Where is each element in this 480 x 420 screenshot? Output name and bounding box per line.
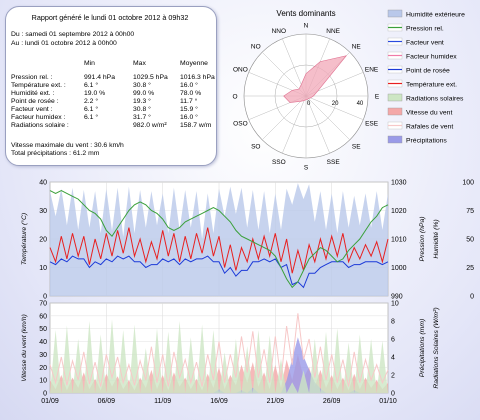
rose-direction-label: E: [375, 94, 380, 101]
report-row-avg: 1016.3 hPa: [180, 74, 215, 81]
legend-label: Vitesse du vent: [406, 110, 452, 117]
legend-label: Radiations solaires: [406, 96, 464, 103]
report-row-max: 30.8 °: [133, 105, 151, 113]
rose-spoke: [305, 95, 330, 154]
wind-rose-labels: N NNE NE ENE E ESE SE SSE S SSO SO OSO O ONO NO NNO 0 20 4…: [232, 23, 379, 171]
rose-direction-label: SSO: [272, 159, 286, 166]
rose-spoke: [305, 95, 351, 141]
report-row-max: 99.0 %: [133, 90, 154, 97]
rose-spoke: [282, 95, 307, 154]
legend-label: Humidité extérieure: [406, 12, 465, 19]
report-row-label: Facteur humidex :: [11, 114, 66, 121]
report-row-avg: 158.7 w/m: [180, 122, 212, 129]
legend-item: Vitesse du vent: [387, 107, 452, 117]
rose-spoke: [261, 51, 307, 97]
legend-item: Rafales de vent: [387, 121, 453, 131]
rose-radial-tick: 40: [357, 101, 364, 107]
report-col-avg: Moyenne: [180, 60, 208, 67]
legend-item: Humidité extérieure: [387, 9, 465, 19]
legend-item: Pression rel.: [387, 23, 444, 33]
legend-item: Facteur vent: [387, 37, 444, 47]
report-row-max: 31.7 °: [133, 113, 151, 121]
legend-label: Facteur humidex: [406, 54, 457, 61]
rose-direction-label: NE: [352, 43, 362, 50]
report-total-precip: Total précipitations : 61.2 mm: [11, 150, 100, 157]
legend-label: Pression rel.: [406, 26, 444, 33]
legend-swatch: [387, 93, 403, 102]
report-row-min: 6.1 °: [84, 113, 98, 121]
legend-item: Température ext.: [387, 79, 457, 89]
report-panel: Rapport généré le lundi 01 octobre 2012 …: [5, 6, 217, 166]
report-period-from: Du : samedi 01 septembre 2012 à 00h00: [11, 31, 134, 38]
legend-item: Radiations solaires: [387, 93, 464, 103]
report-col-min: Min: [84, 60, 95, 67]
legend-item: Facteur humidex: [387, 51, 457, 61]
report-row-label: Point de rosée :: [11, 98, 59, 105]
report-row-label: Température ext. :: [11, 82, 66, 89]
report-row-min: 991.4 hPa: [84, 74, 115, 81]
legend-item: Point de rosée: [387, 65, 450, 75]
report-row-avg: 11.7 °: [180, 97, 198, 105]
wind-rose-shape: [283, 55, 348, 103]
wind-rose-title: Vents dominants: [276, 9, 335, 18]
rose-direction-label: ONO: [233, 66, 248, 73]
rose-radial-tick: 0: [307, 101, 311, 107]
report-row-max: 1029.5 hPa: [133, 74, 168, 81]
legend-swatch: [387, 9, 403, 18]
report-row-label: Facteur vent :: [11, 106, 53, 113]
report-row-label: Pression rel. :: [11, 74, 53, 81]
report-rows: Pression rel. : 991.4 hPa 1029.5 hPa 101…: [11, 74, 215, 129]
report-row-min: 19.0 %: [84, 90, 105, 97]
rose-direction-label: SO: [251, 144, 260, 151]
report-row-avg: 16.0 °: [180, 113, 198, 121]
rose-spoke: [261, 95, 307, 141]
report-period-to: Au : lundi 01 octobre 2012 à 00h00: [11, 40, 117, 47]
report-row-min: 6.1 °: [84, 105, 98, 113]
rose-direction-label: NO: [251, 43, 261, 50]
rose-direction-label: NNE: [326, 28, 340, 35]
report-row-max: 30.8 °: [133, 81, 151, 89]
legend-item: Précipitations: [387, 135, 447, 145]
report-row-max: 19.3 °: [133, 97, 151, 105]
report-row-label: Humidité ext. :: [11, 90, 55, 97]
legend-label: Précipitations: [406, 138, 447, 145]
report-row-avg: 78.0 %: [180, 90, 201, 97]
rose-direction-label: SSE: [327, 159, 341, 166]
report-col-max: Max: [133, 60, 146, 67]
report-row-label: Radiations solaire :: [11, 122, 69, 129]
legend-label: Facteur vent: [406, 40, 444, 47]
report-row-min: 6.1 °: [84, 81, 98, 89]
rose-direction-label: S: [304, 165, 309, 171]
report-row-min: 2.2 °: [84, 97, 98, 105]
rose-direction-label: ENE: [365, 66, 379, 73]
rose-direction-label: ESE: [365, 121, 379, 128]
report-row-avg: 15.9 °: [180, 105, 198, 113]
rose-direction-label: NNO: [272, 28, 286, 35]
rose-spoke: [305, 95, 364, 120]
legend-label: Température ext.: [406, 82, 457, 89]
legend-label: Point de rosée: [406, 68, 450, 75]
legend-swatch: [387, 135, 403, 144]
rose-direction-label: OSO: [233, 121, 247, 128]
report-title: Rapport généré le lundi 01 octobre 2012 …: [32, 13, 189, 22]
report-row-avg: 16.0 °: [180, 81, 198, 89]
rose-radial-tick: 20: [332, 101, 339, 107]
rose-direction-label: O: [232, 94, 237, 101]
legend-swatch: [387, 107, 403, 116]
rose-direction-label: SE: [352, 144, 361, 151]
rose-polygon: [283, 55, 348, 103]
rose-direction-label: N: [304, 23, 309, 30]
wind-rose: Vents dominants N NNE NE ENE E ESE SE SSE S SSO SO…: [232, 9, 379, 171]
legend-label: Rafales de vent: [406, 124, 453, 131]
report-svg: Rapport généré le lundi 01 octobre 2012 …: [11, 13, 215, 157]
report-max-wind: Vitesse maximale du vent : 30.6 km/h: [11, 142, 124, 149]
report-row-max: 982.0 w/m²: [133, 122, 167, 129]
legend: Humidité extérieure Pression rel. Facteur …: [387, 9, 465, 145]
